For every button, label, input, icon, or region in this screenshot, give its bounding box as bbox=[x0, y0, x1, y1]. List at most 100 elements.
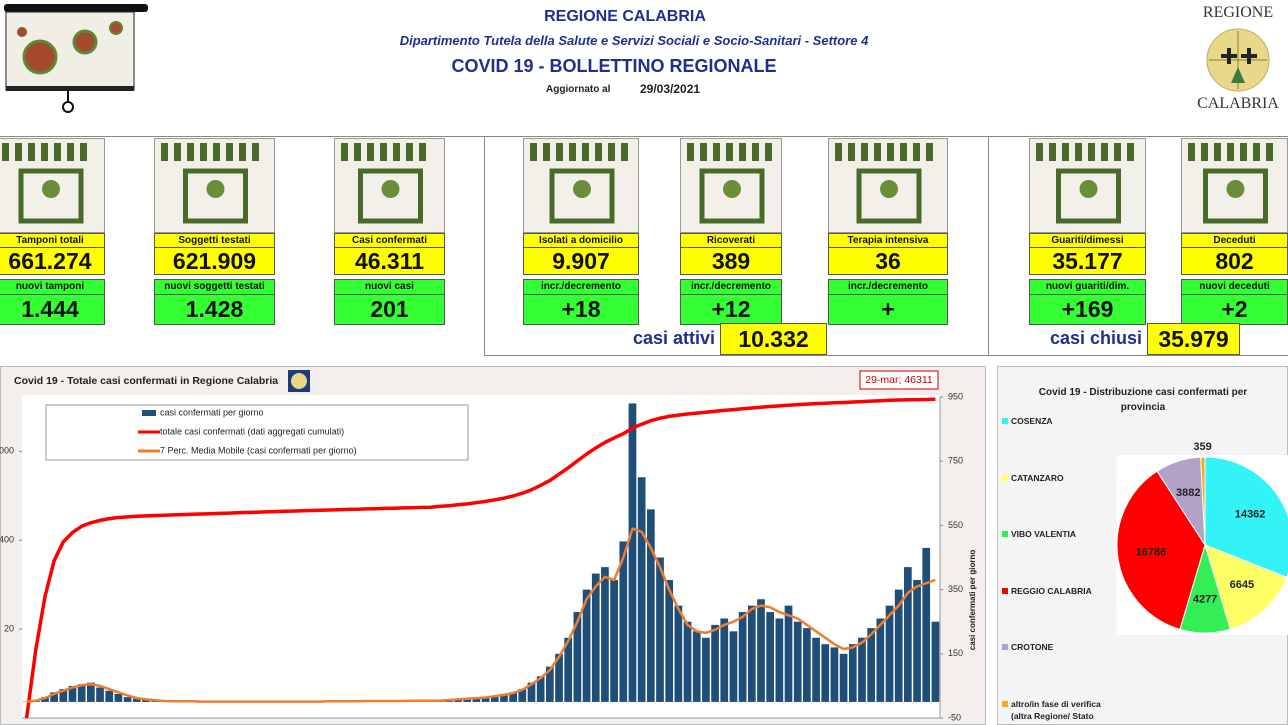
bar bbox=[628, 403, 637, 702]
image-bar bbox=[4, 4, 148, 12]
y2-tick-label: 350 bbox=[948, 584, 963, 594]
divider bbox=[988, 136, 989, 356]
card-icon bbox=[341, 143, 426, 224]
virus-icon bbox=[109, 21, 123, 35]
icon-figure bbox=[80, 143, 87, 161]
card-image bbox=[154, 138, 275, 233]
bar bbox=[490, 695, 499, 702]
bar bbox=[931, 621, 940, 702]
icon-figure bbox=[913, 143, 920, 161]
icon-figure bbox=[582, 143, 589, 161]
bar bbox=[830, 647, 839, 702]
card-sub-label: nuovi casi bbox=[334, 279, 445, 295]
bar bbox=[913, 579, 921, 702]
bar bbox=[720, 618, 729, 702]
icon-figure bbox=[239, 143, 246, 161]
icon-head bbox=[1226, 180, 1245, 198]
bar bbox=[894, 589, 903, 702]
y2-tick-label: 550 bbox=[948, 520, 963, 530]
icon-body bbox=[699, 168, 765, 224]
icon-figure bbox=[556, 143, 563, 161]
y2-tick-label: 950 bbox=[948, 391, 963, 401]
bar bbox=[867, 628, 876, 702]
icon-figure bbox=[1253, 143, 1260, 161]
card-sub-label: nuovi soggetti testati bbox=[154, 279, 275, 295]
icon-figure bbox=[726, 143, 733, 161]
icon-figure bbox=[687, 143, 694, 161]
y2-tick-label: 150 bbox=[948, 648, 963, 658]
bar bbox=[50, 692, 58, 702]
y-tick-label: 20 bbox=[4, 623, 14, 633]
bar bbox=[656, 557, 664, 702]
y2-tick-label: -50 bbox=[948, 712, 961, 722]
divider bbox=[0, 136, 1288, 137]
y-tick-label: 400 bbox=[0, 535, 14, 545]
legend-label: casi confermati per giorno bbox=[160, 407, 264, 417]
icon-figure bbox=[887, 143, 894, 161]
bar bbox=[132, 698, 141, 702]
icon-figure bbox=[700, 143, 707, 161]
card-value: 35.177 bbox=[1029, 247, 1146, 275]
icon-figure bbox=[2, 143, 9, 161]
emblem-tree bbox=[1231, 67, 1245, 83]
icon-figure bbox=[848, 143, 855, 161]
card-icon bbox=[1188, 143, 1273, 224]
icon-figure bbox=[926, 143, 933, 161]
bar bbox=[812, 637, 820, 702]
card-sub-value: +2 bbox=[1181, 294, 1288, 325]
pie-slice bbox=[1116, 470, 1206, 630]
card-icon bbox=[530, 143, 628, 224]
icon-body bbox=[1203, 168, 1268, 224]
bar bbox=[527, 682, 536, 702]
icon-figure bbox=[226, 143, 233, 161]
bar bbox=[96, 687, 104, 702]
pie-legend-swatch bbox=[1002, 644, 1008, 651]
chart-title: Covid 19 - Totale casi confermati in Reg… bbox=[14, 375, 278, 387]
bar bbox=[509, 692, 517, 702]
bar bbox=[848, 644, 857, 702]
line bbox=[26, 527, 936, 703]
line bbox=[24, 397, 936, 719]
virus-icon bbox=[72, 29, 98, 55]
card-sub-label: nuovi deceduti bbox=[1181, 279, 1288, 295]
pie-value-label: 6645 bbox=[1230, 579, 1254, 591]
card-value: 661.274 bbox=[0, 247, 105, 275]
logo-text: REGIONE bbox=[1202, 4, 1274, 21]
icon-body bbox=[549, 168, 615, 224]
bar bbox=[86, 682, 95, 702]
card-sub-value: +169 bbox=[1029, 294, 1146, 325]
bar bbox=[564, 637, 573, 702]
icon-figure bbox=[543, 143, 550, 161]
legend-label: totale casi confermati (dati aggregati c… bbox=[160, 426, 344, 436]
icon-head bbox=[573, 180, 591, 198]
card-value: 802 bbox=[1181, 247, 1288, 275]
card-image bbox=[828, 138, 948, 233]
bar bbox=[922, 547, 931, 702]
bar bbox=[702, 637, 710, 702]
icon-figure bbox=[595, 143, 602, 161]
annotation: 29-mar; 46311 bbox=[865, 374, 933, 386]
bar bbox=[793, 621, 802, 702]
card-label: Tamponi totali bbox=[0, 233, 105, 248]
icon-figure bbox=[380, 143, 387, 161]
divider bbox=[484, 355, 1288, 356]
card-label: Terapia intensiva bbox=[828, 233, 948, 248]
pie-legend-label: VIBO VALENTIA bbox=[1011, 529, 1077, 540]
y2-tick-label: 750 bbox=[948, 456, 963, 466]
title-logo bbox=[291, 373, 307, 389]
icon-figure bbox=[1114, 143, 1121, 161]
bar bbox=[463, 698, 472, 702]
card-sub-value: +12 bbox=[680, 294, 782, 325]
bar bbox=[59, 689, 68, 702]
icon-figure bbox=[765, 143, 772, 161]
pie-legend-label: COSENZA bbox=[1011, 416, 1053, 426]
card-value: 9.907 bbox=[523, 247, 639, 275]
icon-figure bbox=[187, 143, 194, 161]
icon-body bbox=[856, 168, 922, 224]
pie-legend-label: CATANZARO bbox=[1011, 472, 1064, 483]
virus-icon bbox=[17, 27, 27, 37]
icon-figure bbox=[752, 143, 759, 161]
total-value: 10.332 bbox=[720, 323, 827, 355]
icon-figure bbox=[1036, 143, 1043, 161]
legend-box bbox=[45, 404, 469, 461]
